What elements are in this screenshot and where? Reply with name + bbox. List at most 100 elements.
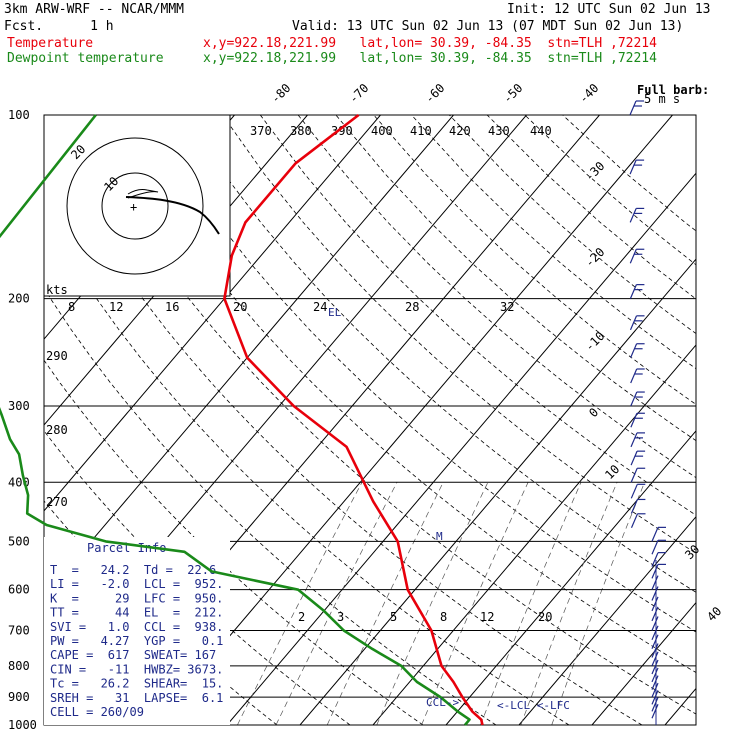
wind-barb-staff (651, 540, 659, 555)
hodograph-storm-motion: + (130, 200, 137, 214)
wind-barb-staff (651, 634, 659, 650)
wind-barb (651, 586, 659, 601)
isotherm-right-label: 0 (586, 405, 601, 420)
lcl-lfc-marker: <-LCL <-LFC (497, 699, 570, 712)
sounding-profiles (0, 113, 484, 726)
parcel-info-row: LI = -2.0 LCL = 952. (50, 577, 223, 591)
pressure-label-500: 500 (8, 534, 30, 548)
wind-barb-staff (651, 552, 659, 567)
isotherm-line (44, 115, 381, 512)
wind-barb-staff (629, 249, 637, 264)
isotherm-top-label: -40 (576, 81, 601, 106)
ccl-marker: CCL-> (426, 696, 459, 709)
theta-label: 370 (250, 124, 272, 138)
pressure-label-600: 600 (8, 583, 30, 597)
mixing-ratio-lower-label: 20 (538, 610, 552, 624)
wind-barb (651, 552, 666, 567)
wind-barb (651, 606, 659, 622)
isotherm-top-label: -50 (500, 81, 525, 106)
hodograph-frame (43, 114, 231, 297)
isotherm-top-label: -70 (346, 81, 371, 106)
parcel-info-row: CELL = 260/09 (50, 705, 144, 719)
wind-barb-staff (629, 284, 637, 299)
isotherm-line (299, 258, 696, 725)
parcel-info-row: SVI = 1.0 CCL = 938. (50, 620, 223, 634)
wind-barb-staff (629, 208, 637, 223)
wind-barb (651, 625, 659, 641)
mixing-ratio-lower-label: 2 (298, 610, 305, 624)
wind-barb-staff (651, 625, 659, 641)
wind-barbs (629, 100, 666, 725)
wind-barb-staff (630, 468, 638, 483)
wind-barb-staff (651, 682, 659, 698)
wind-barb-staff (651, 527, 659, 542)
wind-barb (651, 697, 659, 712)
wind-barb-staff (651, 651, 659, 667)
wind-barb-staff (651, 616, 659, 631)
pressure-label-100: 100 (8, 108, 30, 122)
wind-barb (651, 539, 666, 555)
init-time: Init: 12 UTC Sun 02 Jun 13 (507, 2, 711, 17)
hodograph-curl (127, 189, 159, 199)
wind-barb (651, 526, 666, 542)
dewpoint-profile (0, 114, 471, 726)
mixing-ratio-label: 12 (109, 300, 123, 314)
wind-barb-staff (651, 606, 659, 622)
wind-barb (651, 596, 659, 612)
theta-left-label: 280 (46, 423, 68, 437)
dry-adiabat-line (222, 115, 696, 554)
wind-legend-title: Full barb: (637, 83, 709, 97)
mixing-ratio-line (275, 482, 398, 725)
mixing-ratio-label: 24 (313, 300, 327, 314)
theta-label: 400 (371, 124, 393, 138)
isotherm-right-label: -10 (582, 329, 607, 354)
dry-adiabat-line (44, 430, 351, 725)
wind-barb-staff (651, 643, 659, 658)
wind-barb-staff (651, 575, 659, 590)
parcel-info-row: TT = 44 EL = 212. (50, 606, 223, 620)
dry-adiabat-line (71, 115, 696, 715)
wind-barb (651, 682, 659, 698)
wind-barb (629, 315, 645, 331)
wind-barb (651, 704, 659, 719)
wind-barb (651, 659, 659, 675)
dewpoint-legend-label: Dewpoint temperature (7, 51, 164, 66)
dry-adiabat-line (562, 115, 696, 232)
wind-barb-staff (629, 315, 638, 331)
wind-barb (651, 651, 659, 667)
wind-barb-staff (630, 413, 638, 428)
wind-barb (630, 513, 646, 529)
forecast-hour: Fcst. 1 h (4, 19, 114, 34)
wind-barb (630, 368, 645, 384)
wind-barb-staff (630, 513, 639, 529)
theta-left-label: 290 (46, 349, 68, 363)
theta-label: 420 (449, 124, 471, 138)
theta-label: 440 (530, 124, 552, 138)
wind-barb (651, 616, 659, 631)
dry-adiabat-line (486, 115, 696, 300)
wind-barb-staff (629, 100, 637, 116)
hodograph-ring-inner (101, 172, 169, 240)
isotherm-line (44, 115, 454, 598)
pressure-label-900: 900 (8, 690, 30, 704)
wind-barb (630, 391, 645, 407)
isotherm-right-label: 40 (704, 604, 724, 624)
mixing-ratio-lower-label: 3 (337, 610, 344, 624)
wind-barb (629, 284, 645, 299)
theta-label: 380 (290, 124, 312, 138)
dry-adiabat-line (108, 115, 696, 673)
wind-barb (629, 100, 644, 116)
wind-barb-staff (630, 432, 638, 448)
parcel-info-title: Parcel Info (87, 541, 166, 555)
wind-barb (630, 498, 646, 514)
pressure-label-200: 200 (8, 292, 30, 306)
mixing-ratio-label: 32 (500, 300, 514, 314)
isotherm-right-label: -20 (582, 245, 607, 270)
wind-barb-staff (630, 484, 638, 499)
theta-label: 390 (331, 124, 353, 138)
isotherm-right-label: -30 (582, 159, 607, 184)
hodograph-trace (125, 196, 220, 235)
isotherm-line (591, 601, 696, 725)
parcel-info-row: Tc = 26.2 SHEAR= 15. (50, 677, 223, 691)
wind-barb (651, 563, 666, 579)
